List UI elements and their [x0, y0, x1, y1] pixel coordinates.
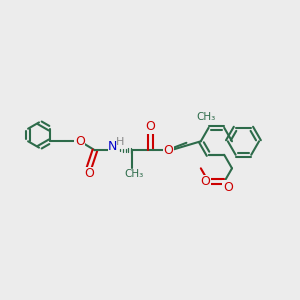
Text: O: O: [201, 175, 211, 188]
Text: O: O: [223, 181, 233, 194]
Text: O: O: [164, 144, 173, 157]
Text: O: O: [75, 135, 85, 148]
Text: N: N: [108, 140, 118, 153]
Text: CH₃: CH₃: [124, 169, 143, 179]
Text: CH₃: CH₃: [196, 112, 215, 122]
Text: H: H: [116, 137, 124, 147]
Text: O: O: [146, 120, 155, 134]
Text: O: O: [84, 167, 94, 180]
